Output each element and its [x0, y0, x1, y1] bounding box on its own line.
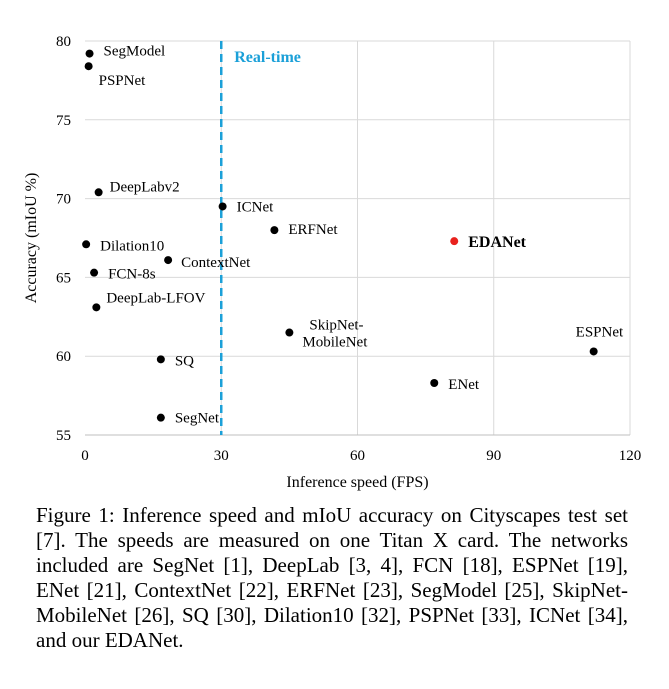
point-label-fcn-8s: FCN-8s [108, 267, 156, 283]
x-tick-label-120: 120 [619, 448, 642, 464]
point-dilation10 [82, 240, 91, 249]
y-axis-title: Accuracy (mIoU %) [23, 173, 40, 304]
realtime-layer: Real-time [220, 41, 301, 435]
point-label-segmodel: SegModel [104, 44, 166, 60]
point-sq [156, 355, 165, 364]
point-enet [430, 378, 439, 387]
grid-layer [85, 40, 631, 435]
point-label-erfnet: ERFNet [288, 222, 338, 238]
point-erfnet [270, 226, 279, 235]
point-fcn-8s [90, 268, 99, 277]
point-label-contextnet: ContextNet [181, 255, 251, 271]
point-label-dilation10: Dilation10 [100, 238, 164, 254]
point-label-edanet: EDANet [468, 234, 526, 251]
point-label-icnet: ICNet [237, 199, 274, 215]
figure-caption: Figure 1: Inference speed and mIoU accur… [36, 503, 628, 652]
point-label-enet: ENet [448, 377, 480, 393]
point-pspnet [84, 62, 93, 71]
point-label-sq: SQ [175, 353, 194, 369]
y-tick-label-65: 65 [56, 270, 71, 286]
x-tick-label-60: 60 [350, 448, 365, 464]
point-label-line-2: MobileNet [302, 335, 368, 351]
point-segnet [156, 413, 165, 422]
point-label-line-1: SkipNet- [309, 318, 363, 334]
point-skipnet-mobilenet [285, 328, 294, 337]
y-tick-label-80: 80 [56, 34, 71, 50]
x-tick-label-0: 0 [81, 448, 89, 464]
y-tick-label-75: 75 [56, 113, 71, 129]
y-tick-label-60: 60 [56, 349, 71, 365]
point-label-deeplab-lfov: DeepLab-LFOV [106, 290, 205, 306]
point-icnet [218, 202, 227, 211]
point-segmodel [85, 49, 94, 58]
point-deeplabv2 [94, 188, 103, 197]
point-espnet [589, 347, 598, 356]
point-label-deeplabv2: DeepLabv2 [110, 179, 180, 195]
point-contextnet [164, 256, 173, 265]
x-tick-label-30: 30 [214, 448, 229, 464]
x-tick-label-90: 90 [486, 448, 501, 464]
point-deeplab-lfov [92, 303, 101, 312]
labels-layer: SegModel PSPNet DeepLabv2 ICNet ERFNet EDANet… [99, 44, 624, 427]
point-label-segnet: SegNet [175, 411, 220, 427]
realtime-label: Real-time [234, 49, 301, 66]
point-label-skipnet-mobilenet: SkipNet-MobileNet [302, 318, 368, 351]
point-edanet [450, 237, 459, 246]
scatter-chart: 55 60 65 70 75 80 0 30 60 90 120 Inference speed (F… [23, 34, 641, 491]
y-tick-label-55: 55 [56, 428, 71, 444]
point-label-pspnet: PSPNet [99, 73, 147, 89]
point-label-espnet: ESPNet [576, 324, 624, 340]
points-layer [82, 49, 598, 422]
x-axis-title: Inference speed (FPS) [286, 474, 428, 491]
y-tick-label-70: 70 [56, 192, 71, 208]
axis-layer: 55 60 65 70 75 80 0 30 60 90 120 Inference speed (F… [23, 34, 641, 491]
